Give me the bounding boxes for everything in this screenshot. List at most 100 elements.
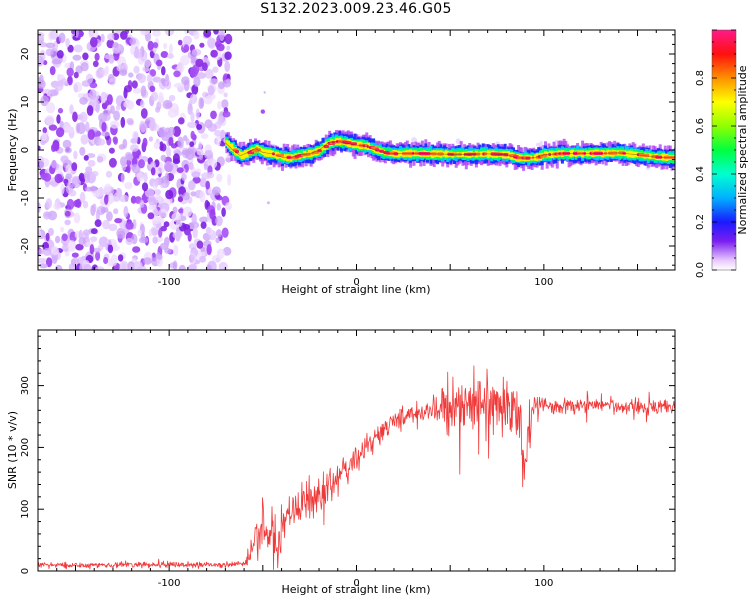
noise-blob: [71, 162, 78, 172]
noise-blob: [53, 40, 59, 51]
noise-blob: [151, 91, 159, 102]
noise-blob: [164, 236, 170, 249]
noise-blob: [191, 171, 201, 178]
noise-blob: [191, 213, 197, 225]
ridge-segment: [626, 150, 630, 158]
noise-blob: [263, 91, 266, 94]
noise-blob: [122, 138, 128, 149]
noise-blob: [89, 236, 98, 243]
noise-blob: [38, 145, 41, 151]
noise-blob: [190, 51, 197, 64]
noise-blob: [222, 246, 232, 256]
noise-blob: [131, 80, 138, 89]
ridge-segment: [243, 150, 247, 158]
noise-blob: [57, 107, 64, 114]
snr-frame: [37, 329, 676, 572]
noise-blob: [89, 185, 98, 193]
noise-blob: [73, 71, 79, 79]
noise-blob: [67, 75, 72, 85]
noise-blob: [83, 263, 92, 270]
noise-blob: [103, 207, 109, 213]
ridge-segment: [321, 146, 325, 150]
snr-panel: -100 0 100 0 100 200 300 Height of straight li…: [6, 329, 676, 596]
noise-blob: [101, 131, 110, 137]
noise-blob: [165, 79, 172, 90]
noise-blob: [95, 266, 105, 270]
noise-blob: [137, 73, 146, 84]
noise-blob: [177, 136, 184, 149]
noise-blob: [158, 78, 167, 90]
noise-blob: [176, 167, 184, 174]
noise-blob: [203, 30, 212, 38]
noise-blob: [87, 159, 96, 167]
snr-y-tick-label: 300: [20, 376, 31, 395]
noise-blob: [102, 109, 112, 116]
noise-blob: [104, 194, 109, 205]
noise-blob: [164, 248, 172, 254]
noise-blob: [205, 264, 212, 270]
noise-blob: [67, 240, 77, 252]
noise-blob: [196, 148, 204, 156]
noise-blob: [168, 94, 176, 102]
spectrogram-y-tick-label: 0: [20, 147, 31, 153]
noise-blob: [142, 137, 148, 148]
ridge-segment: [267, 149, 271, 157]
noise-blob: [64, 147, 72, 154]
noise-blob: [97, 187, 104, 197]
noise-blob: [153, 42, 159, 49]
noise-blob: [66, 198, 75, 210]
noise-blob: [85, 73, 94, 85]
noise-blob: [62, 122, 72, 131]
noise-blob: [200, 221, 207, 229]
snr-y-tick-label: 0: [20, 568, 31, 574]
noise-blob: [142, 66, 150, 72]
noise-blob: [215, 229, 222, 238]
noise-blob: [58, 32, 66, 44]
noise-blob: [181, 76, 190, 86]
noise-blob: [216, 135, 221, 147]
noise-blob: [193, 76, 201, 87]
noise-blob: [95, 250, 101, 261]
noise-blob: [167, 108, 178, 118]
noise-blob: [181, 149, 192, 156]
noise-blob: [123, 205, 129, 218]
noise-blob: [191, 84, 199, 95]
noise-blob: [144, 58, 152, 68]
noise-blob: [172, 260, 178, 270]
noise-blob: [110, 105, 115, 115]
noise-blob: [161, 66, 166, 76]
noise-blob: [117, 254, 124, 262]
noise-blob: [146, 74, 153, 83]
spectrogram-x-tick-label: 100: [534, 277, 553, 288]
noise-blob: [160, 183, 167, 189]
noise-blob: [196, 124, 203, 130]
noise-blob: [79, 97, 88, 105]
noise-blob: [127, 119, 134, 126]
noise-blob: [190, 130, 195, 140]
noise-blob: [151, 216, 162, 225]
noise-blob: [207, 123, 217, 132]
noise-blob: [131, 163, 141, 174]
noise-blob: [150, 226, 158, 234]
noise-blob: [198, 154, 204, 160]
noise-blob: [45, 42, 56, 49]
snr-x-axis-label: Height of straight line (km): [281, 583, 430, 596]
noise-blob: [205, 226, 211, 235]
noise-blob: [84, 186, 93, 192]
noise-blob: [150, 167, 156, 176]
noise-blob: [87, 129, 96, 140]
noise-blob: [187, 232, 192, 242]
noise-blob: [38, 248, 45, 255]
colorbar-tick-label: 0.8: [695, 70, 706, 86]
noise-blob: [92, 203, 97, 213]
noise-blob: [48, 227, 54, 236]
noise-blob: [45, 115, 55, 126]
noise-blob: [88, 30, 99, 39]
ridge-segment: [662, 153, 666, 161]
noise-blob: [133, 132, 139, 141]
noise-blob: [45, 102, 56, 114]
noise-blob: [209, 78, 219, 85]
noise-blob: [189, 141, 195, 148]
noise-blob: [104, 65, 109, 74]
noise-blob: [108, 147, 115, 154]
